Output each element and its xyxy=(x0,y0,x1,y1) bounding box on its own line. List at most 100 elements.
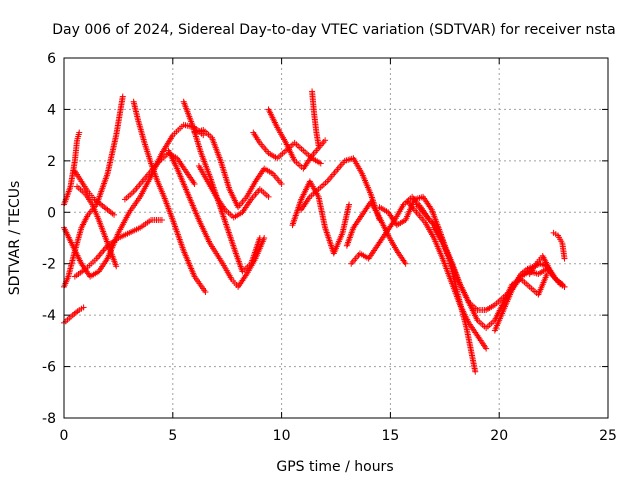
marker xyxy=(273,122,280,129)
marker xyxy=(320,139,327,145)
marker xyxy=(103,257,110,264)
marker xyxy=(75,131,82,138)
marker xyxy=(206,171,213,178)
marker xyxy=(338,231,345,238)
marker xyxy=(263,192,270,199)
marker xyxy=(94,269,101,276)
marker xyxy=(242,195,249,202)
marker xyxy=(109,210,116,217)
x-tick-label: 15 xyxy=(381,428,399,444)
y-tick-label: 2 xyxy=(47,154,56,170)
marker xyxy=(124,230,131,237)
marker xyxy=(220,205,227,212)
marker xyxy=(181,166,188,173)
grid xyxy=(64,58,608,418)
marker xyxy=(73,139,80,145)
marker xyxy=(67,313,74,320)
x-axis-label: GPS time / hours xyxy=(276,459,393,475)
marker xyxy=(298,146,305,153)
series-track-10 xyxy=(165,147,268,290)
marker xyxy=(212,192,219,199)
series-track-2 xyxy=(61,93,126,290)
marker xyxy=(128,190,135,197)
marker xyxy=(227,274,234,281)
marker xyxy=(375,212,382,219)
series-track-18 xyxy=(298,155,383,223)
marker xyxy=(321,223,328,230)
marker xyxy=(147,158,154,165)
marker xyxy=(77,226,84,233)
marker xyxy=(169,215,176,222)
marker xyxy=(268,169,275,176)
marker xyxy=(103,238,110,245)
marker xyxy=(290,156,297,163)
marker xyxy=(146,169,153,176)
marker xyxy=(184,189,191,196)
marker xyxy=(358,213,365,220)
data-points xyxy=(61,88,568,375)
y-tick-label: 0 xyxy=(47,205,56,221)
marker xyxy=(155,159,162,166)
series-track-22 xyxy=(404,199,490,352)
marker xyxy=(247,198,254,205)
x-tick-label: 25 xyxy=(599,428,617,444)
x-tick-label: 5 xyxy=(168,428,177,444)
marker xyxy=(96,200,103,207)
marker xyxy=(251,180,258,187)
marker xyxy=(198,127,205,134)
marker xyxy=(135,225,142,232)
marker xyxy=(125,211,132,217)
x-tick-label: 20 xyxy=(490,428,508,444)
marker xyxy=(277,179,284,186)
marker xyxy=(112,133,119,140)
marker xyxy=(80,267,87,274)
marker xyxy=(348,155,355,162)
marker xyxy=(68,241,75,248)
series-track-19 xyxy=(343,199,409,267)
marker xyxy=(91,257,98,264)
marker xyxy=(195,215,202,222)
marker xyxy=(84,213,91,220)
marker xyxy=(206,238,213,245)
marker xyxy=(281,149,288,156)
marker xyxy=(95,215,102,222)
series-track-8 xyxy=(130,98,209,295)
marker xyxy=(256,236,263,243)
marker xyxy=(77,259,84,266)
marker xyxy=(237,210,244,217)
marker xyxy=(367,189,374,196)
y-tick-label: -6 xyxy=(42,360,56,376)
marker xyxy=(89,194,96,201)
marker xyxy=(190,179,197,186)
marker xyxy=(315,140,322,147)
marker xyxy=(316,159,323,166)
y-tick-label: 4 xyxy=(47,102,56,118)
marker xyxy=(255,138,262,145)
marker xyxy=(349,226,356,233)
marker xyxy=(188,120,195,127)
marker xyxy=(66,185,73,192)
y-tick-label: -8 xyxy=(42,411,56,427)
marker xyxy=(217,156,224,163)
marker xyxy=(212,248,219,255)
marker xyxy=(228,212,235,219)
marker xyxy=(112,261,119,268)
marker xyxy=(281,138,288,145)
marker xyxy=(305,195,312,202)
marker xyxy=(225,184,232,191)
marker xyxy=(207,133,214,140)
marker xyxy=(392,246,399,253)
marker xyxy=(223,223,230,230)
marker xyxy=(78,305,85,312)
marker xyxy=(113,236,120,243)
marker xyxy=(201,287,208,294)
marker xyxy=(146,218,153,225)
marker xyxy=(218,259,225,265)
marker xyxy=(119,95,126,102)
marker xyxy=(64,275,71,282)
marker xyxy=(173,163,180,170)
marker xyxy=(313,187,320,194)
marker xyxy=(137,180,144,187)
marker xyxy=(340,159,347,166)
series-track-5 xyxy=(71,217,165,280)
